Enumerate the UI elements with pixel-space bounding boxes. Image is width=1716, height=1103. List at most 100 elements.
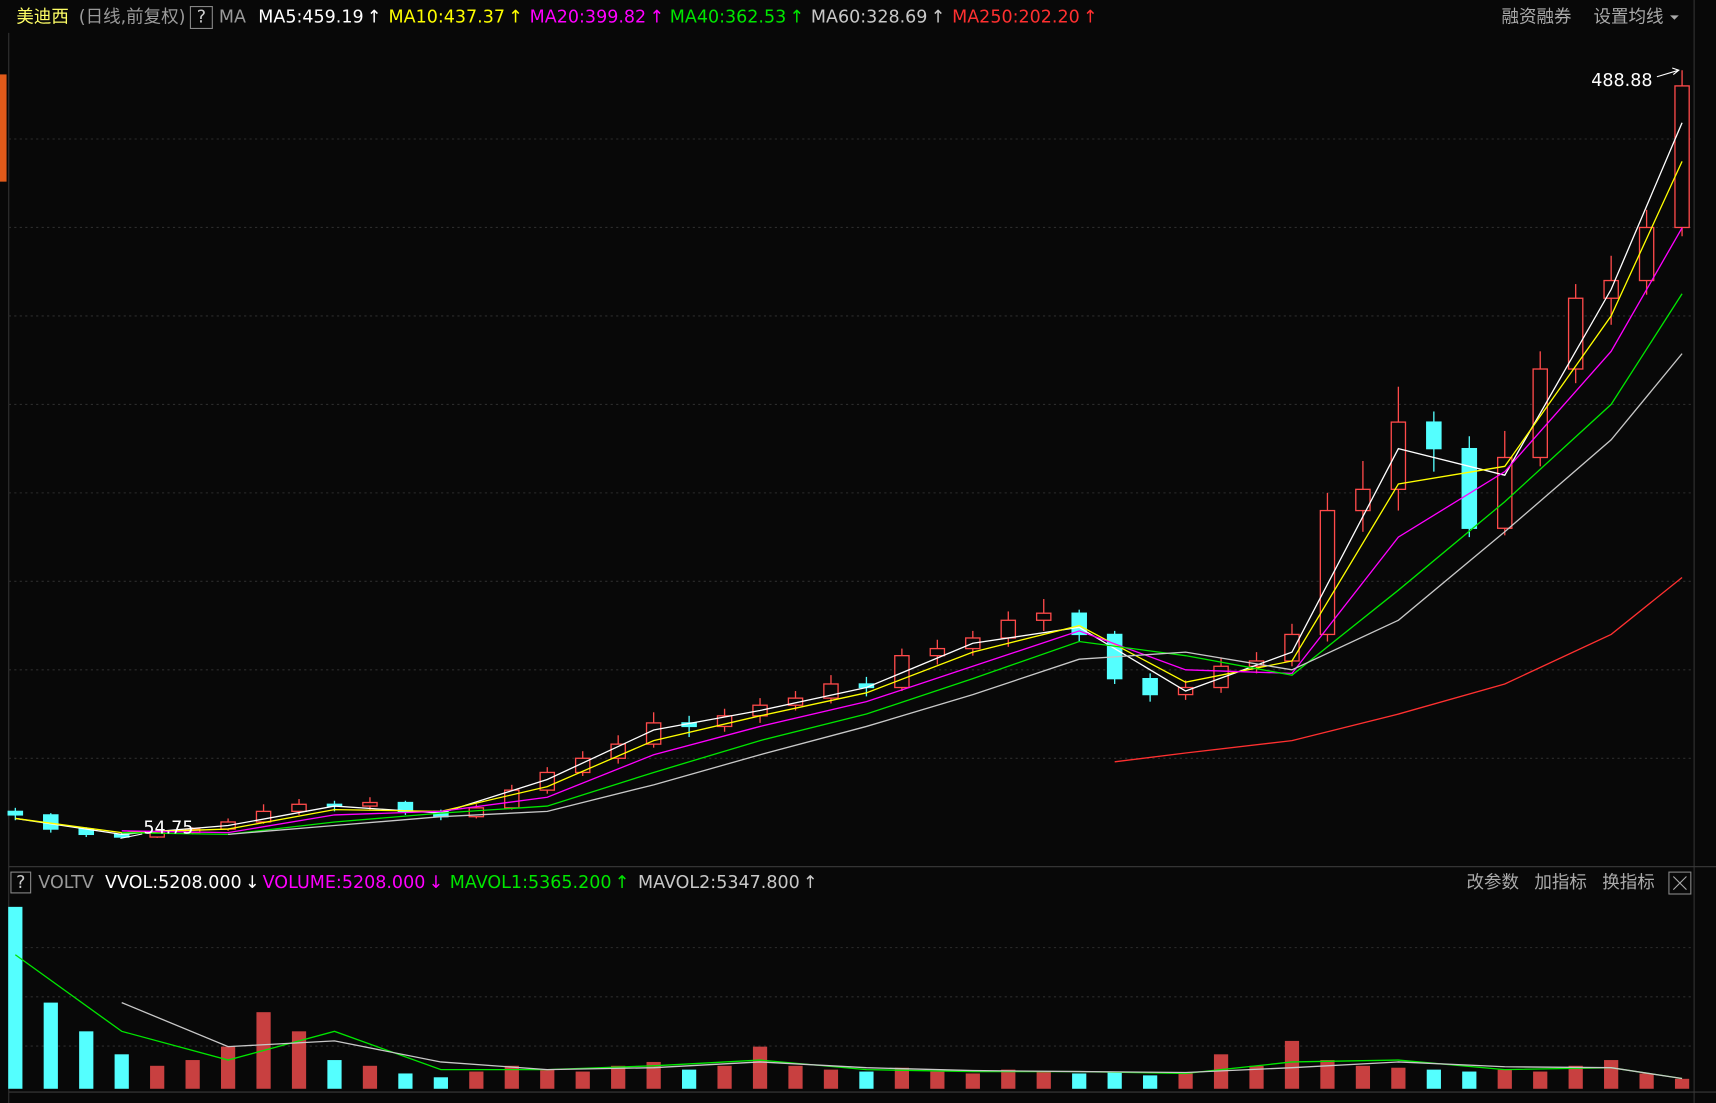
volume-bar [1355,1065,1371,1089]
legend-trend: ↓ [429,873,444,893]
legend-entry: MA40:362.53 ↑ [670,8,804,28]
volume-bar [398,1073,413,1089]
volume-bar [540,1069,555,1089]
candle-body [1142,678,1158,696]
ma-title: MA [219,8,246,28]
candle-body [894,655,910,689]
legend-name: MAVOL2 [638,873,710,893]
volume-bar [43,1002,58,1089]
volume-bar [717,1065,732,1089]
volume-bar [150,1065,165,1089]
ma-line [121,293,1683,836]
volume-bar [575,1071,590,1089]
legend-separator: : [152,873,158,893]
help-box[interactable] [189,6,213,29]
legend-name: MA10 [389,8,438,28]
volume-bar [1391,1067,1406,1089]
candle-body [1284,633,1300,662]
legend-value: 5208.000 [158,873,242,893]
legend-value: 328.69 [866,8,927,28]
side-tab [0,74,7,182]
legend-entry: MA10:437.37 ↑ [389,8,523,28]
legend-trend: ↑ [803,873,818,893]
volume-bar [504,1065,519,1089]
volume-bar [682,1069,697,1089]
volume-bar [1604,1060,1619,1089]
legend-separator: : [860,8,866,28]
legend-trend: ↑ [1083,8,1098,28]
help[interactable]: ? [197,8,206,28]
legend-trend: ↓ [245,873,260,893]
legend-trend: ↑ [931,8,946,28]
legend-trend: ↑ [508,8,523,28]
button[interactable]: 加指标 [1534,873,1587,893]
volume-bar [930,1071,945,1089]
candle-body [1567,297,1584,370]
ma-line [1114,576,1683,763]
volume-bar [1072,1073,1087,1089]
max-arrow [1656,67,1680,78]
legend-value: 202.20 [1019,8,1080,28]
volume-bar [1674,1078,1690,1089]
ma-line [15,161,1683,834]
candle-body [1638,226,1655,282]
legend-separator: : [438,8,444,28]
volume-bar [611,1065,626,1089]
legend-trend: ↑ [790,8,805,28]
button[interactable]: 改参数 [1467,873,1520,893]
min-pointer [120,833,143,839]
legend-name: MA40 [670,8,719,28]
volume-title: VOLTV [38,873,93,893]
volume-bar [1036,1071,1051,1089]
candle-body [7,810,24,816]
candle-body [1496,456,1513,529]
button[interactable]: 换指标 [1602,873,1655,893]
legend-entry: MA5:459.19 ↑ [258,8,381,28]
candle-body [1000,619,1017,639]
ma-line [228,353,1683,836]
candle-body [1035,612,1052,621]
legend-trend: ↑ [615,873,630,893]
button[interactable]: 融资融券 [1502,8,1573,28]
legend-name: MA20 [530,8,579,28]
button[interactable]: 设置均线 [1593,8,1663,28]
candle-body [1319,509,1336,636]
volume-bar [79,1031,94,1089]
close-icon[interactable] [1672,876,1687,891]
min-label: 54.75 [143,819,193,839]
legend-name: MA5 [258,8,296,28]
candle-body [1461,447,1478,529]
volume-bar [823,1069,839,1089]
legend-value: 459.19 [302,8,363,28]
legend-separator: : [522,873,528,893]
volume-bar [894,1067,910,1089]
candle-body [1674,85,1690,229]
close-box[interactable] [1668,871,1692,895]
volume-bar [1284,1040,1300,1089]
volume-bar [1426,1069,1441,1089]
legend-name: MA60 [811,8,860,28]
volume-bar [469,1071,484,1089]
legend-entry: MA20:399.82 ↑ [530,8,664,28]
volume-bar [220,1046,236,1089]
volume-bar [1533,1071,1548,1089]
legend-name: VOLUME [263,873,336,893]
legend-separator: : [710,873,716,893]
volume-bar [433,1077,448,1089]
ma-line [121,227,1683,834]
legend-separator: : [719,8,725,28]
volume-bar [8,906,23,1089]
help[interactable]: ? [16,873,25,893]
legend-entry: VOLUME:5208.000 ↓ [263,873,444,893]
legend-value: 5208.000 [342,873,426,893]
legend-name: MA250 [952,8,1012,28]
ma-line [121,1001,1683,1080]
dropdown-arrow[interactable] [1670,15,1679,20]
legend-separator: : [336,873,342,893]
volume-bar [788,1065,803,1089]
volume-bar [646,1061,661,1089]
help-box[interactable] [10,871,32,894]
